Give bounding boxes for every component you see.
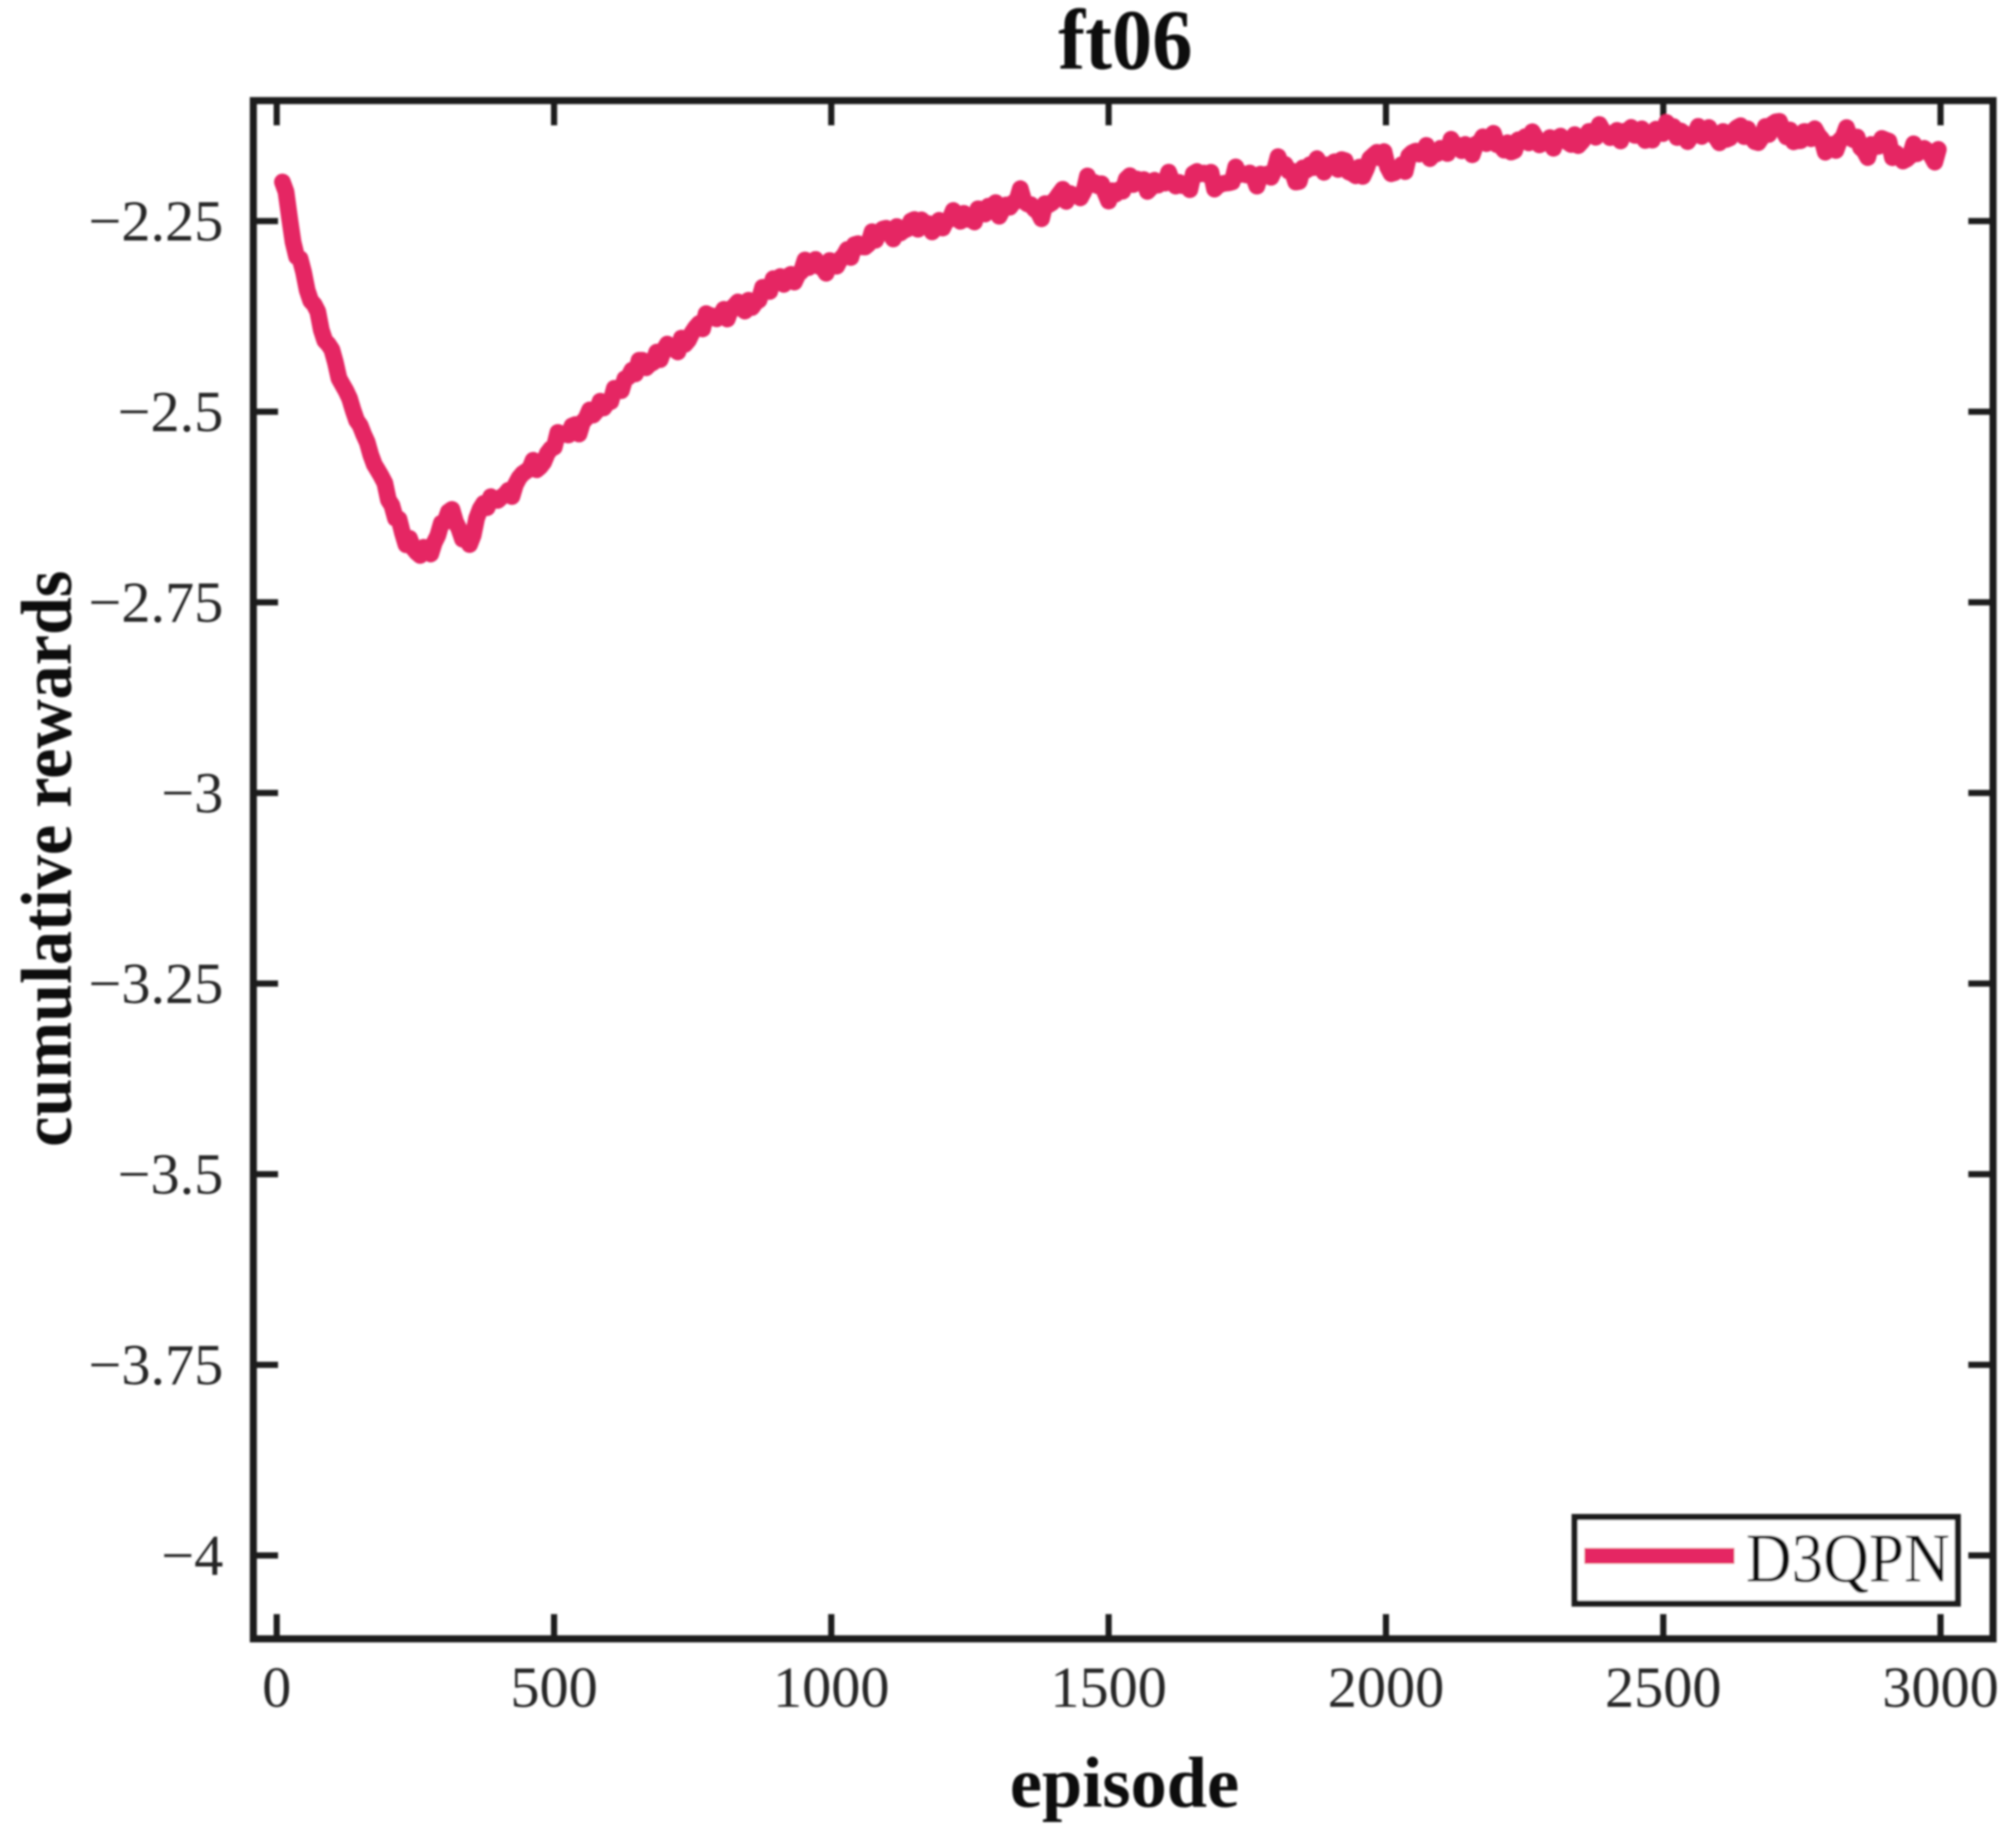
svg-text:−2.5: −2.5 [117,380,223,445]
svg-text:−3: −3 [162,762,223,826]
svg-text:episode: episode [1010,1742,1239,1822]
svg-text:−4: −4 [162,1524,223,1589]
svg-text:2500: 2500 [1605,1656,1721,1720]
svg-text:−3.75: −3.75 [88,1333,223,1398]
svg-text:−2.25: −2.25 [88,190,223,254]
svg-text:−3.25: −3.25 [88,952,223,1017]
svg-text:D3QPN: D3QPN [1746,1521,1950,1597]
svg-text:3000: 3000 [1883,1656,1999,1720]
svg-text:2000: 2000 [1328,1656,1444,1720]
svg-text:−2.75: −2.75 [88,571,223,635]
svg-text:500: 500 [510,1656,598,1720]
svg-text:cumulative rewards: cumulative rewards [6,571,87,1147]
svg-text:−3.5: −3.5 [117,1143,223,1207]
svg-text:0: 0 [262,1656,291,1720]
svg-text:ft06: ft06 [1058,0,1192,87]
svg-text:1000: 1000 [773,1656,890,1720]
svg-text:1500: 1500 [1050,1656,1167,1720]
